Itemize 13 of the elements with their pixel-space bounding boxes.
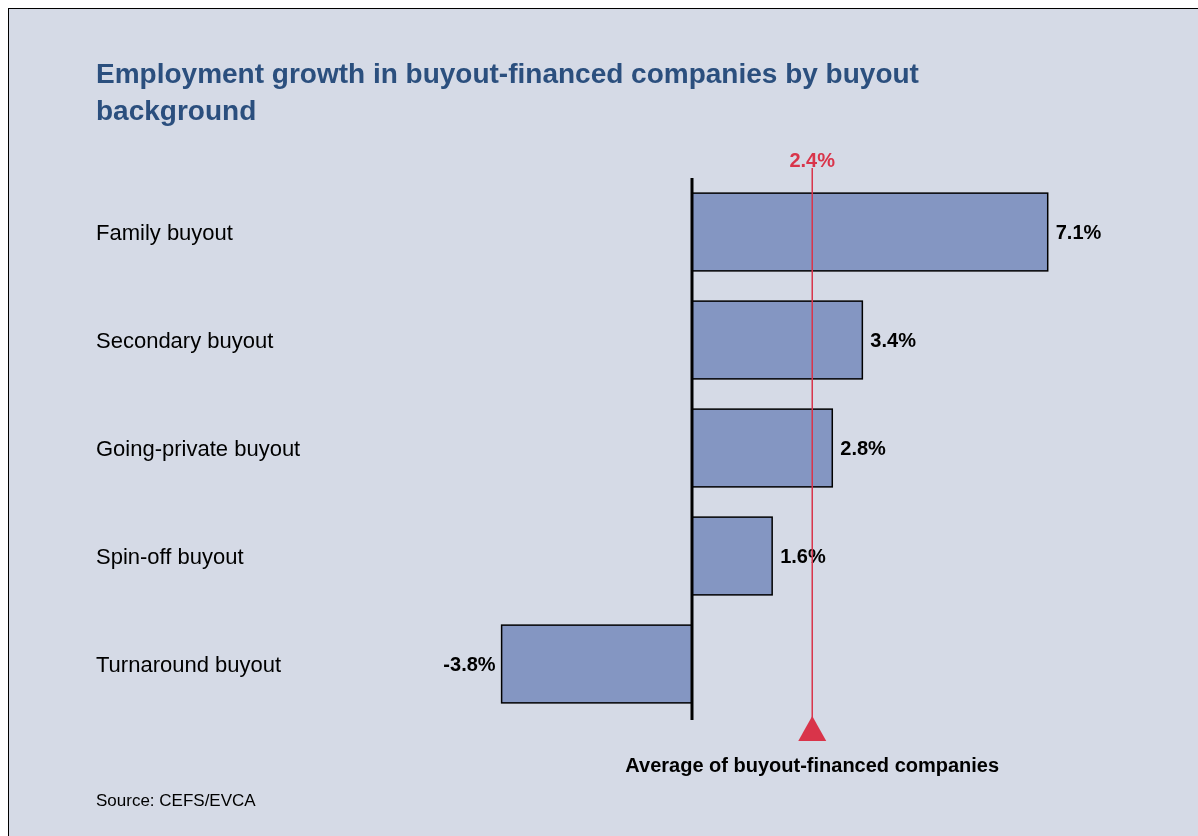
- y-tick-label: Going-private buyout: [96, 435, 301, 461]
- source-note: Source: CEFS/EVCA: [96, 790, 257, 810]
- data-label: -3.8%: [443, 653, 496, 675]
- data-label: 7.1%: [1055, 221, 1102, 243]
- data-label: 2.8%: [840, 437, 887, 459]
- y-tick-label: Turnaround buyout: [96, 651, 282, 677]
- y-tick-label: Spin-off buyout: [96, 543, 244, 569]
- y-tick-label: Family buyout: [96, 219, 233, 245]
- y-tick-label: Secondary buyout: [96, 327, 274, 353]
- chart-title: Employment growth in buyout-financed companies by buyout background: [96, 58, 919, 126]
- ref-line-label: 2.4%: [789, 149, 836, 171]
- data-label: 3.4%: [870, 329, 917, 351]
- text: Average of buyout-financed companies: [625, 754, 1000, 776]
